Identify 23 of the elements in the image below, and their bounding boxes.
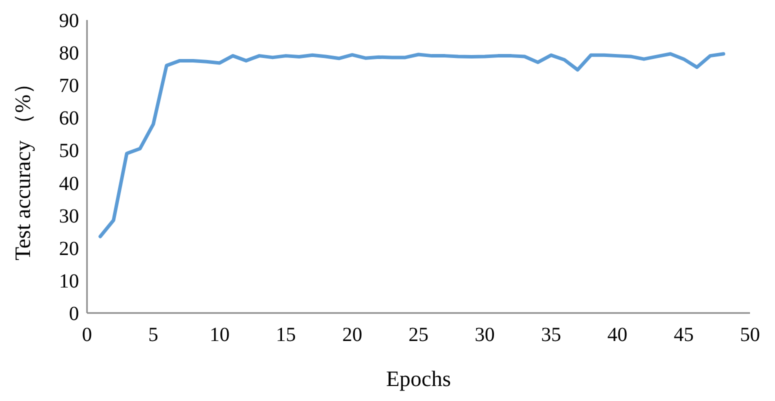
x-axis-title: Epochs <box>386 366 451 391</box>
y-tick-label: 60 <box>59 108 79 130</box>
y-tick-label: 50 <box>59 140 79 162</box>
y-tick-label: 70 <box>59 75 79 98</box>
x-tick-label: 10 <box>210 324 230 346</box>
y-tick-label: 0 <box>69 303 79 325</box>
y-tick-label: 10 <box>59 270 79 292</box>
y-tick-label: 30 <box>59 205 79 228</box>
x-tick-label: 40 <box>607 324 628 346</box>
y-tick-label: 40 <box>59 172 79 195</box>
x-tick-label: 25 <box>408 324 428 346</box>
x-tick-label: 50 <box>740 324 760 346</box>
y-axis-title: Test accuracy （%） <box>10 72 35 260</box>
x-tick-label: 30 <box>474 324 495 346</box>
x-tick-label: 45 <box>674 324 694 346</box>
y-tick-label: 80 <box>59 42 79 65</box>
y-tick-label: 20 <box>59 238 79 260</box>
x-tick-label: 5 <box>148 324 158 346</box>
x-tick-label: 35 <box>541 324 562 346</box>
y-tick-label: 90 <box>59 10 79 32</box>
line-series <box>98 52 726 238</box>
x-tick-label: 15 <box>276 324 296 346</box>
x-tick-label: 20 <box>342 324 362 346</box>
